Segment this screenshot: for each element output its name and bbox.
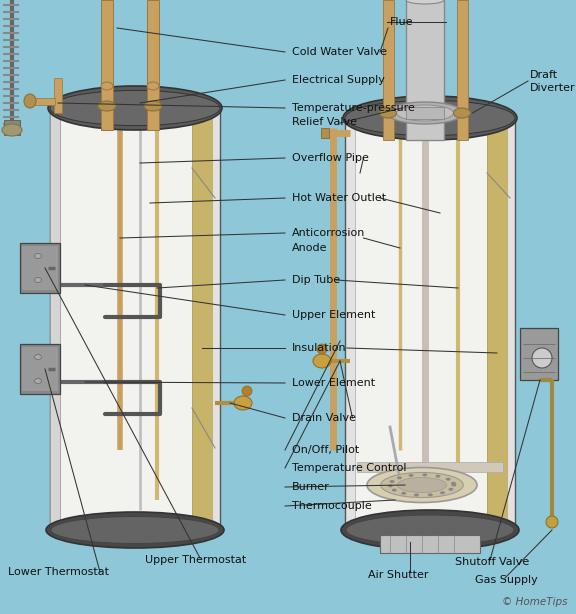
Text: Cold Water Valve: Cold Water Valve xyxy=(292,47,387,57)
Ellipse shape xyxy=(98,101,116,111)
Bar xyxy=(192,113,212,525)
Ellipse shape xyxy=(392,489,397,492)
Ellipse shape xyxy=(422,473,427,476)
Bar xyxy=(30,98,55,105)
Text: On/Off, Pilot: On/Off, Pilot xyxy=(292,445,359,455)
Text: Gas Supply: Gas Supply xyxy=(475,575,538,585)
Text: Air Shutter: Air Shutter xyxy=(368,570,429,580)
Ellipse shape xyxy=(51,516,219,543)
Bar xyxy=(357,462,503,472)
Ellipse shape xyxy=(408,474,414,477)
Bar xyxy=(520,328,558,380)
Ellipse shape xyxy=(381,473,463,497)
Ellipse shape xyxy=(388,484,393,488)
Ellipse shape xyxy=(453,108,471,118)
Ellipse shape xyxy=(414,494,419,497)
Bar xyxy=(383,0,394,140)
Ellipse shape xyxy=(35,278,41,282)
Bar xyxy=(50,108,220,530)
Text: Diverter: Diverter xyxy=(530,83,575,93)
Bar xyxy=(457,0,468,140)
Ellipse shape xyxy=(341,510,519,550)
Bar xyxy=(22,347,58,391)
Ellipse shape xyxy=(144,101,162,111)
Ellipse shape xyxy=(380,108,396,118)
Text: Upper Thermostat: Upper Thermostat xyxy=(145,555,247,565)
Ellipse shape xyxy=(35,254,41,258)
Text: Relief Valve: Relief Valve xyxy=(292,117,357,127)
Ellipse shape xyxy=(435,475,441,478)
Ellipse shape xyxy=(24,94,36,108)
Ellipse shape xyxy=(242,386,252,396)
Text: Insulation: Insulation xyxy=(292,343,347,353)
Ellipse shape xyxy=(50,90,220,126)
Ellipse shape xyxy=(406,0,444,4)
Text: Dip Tube: Dip Tube xyxy=(292,275,340,285)
Ellipse shape xyxy=(35,354,41,360)
Text: Overflow Pipe: Overflow Pipe xyxy=(292,153,369,163)
Bar xyxy=(50,113,60,525)
Ellipse shape xyxy=(343,96,517,140)
Bar xyxy=(4,120,20,135)
Text: Temperature-pressure: Temperature-pressure xyxy=(292,103,415,113)
Text: Upper Element: Upper Element xyxy=(292,310,376,320)
Text: Temperature Control: Temperature Control xyxy=(292,463,407,473)
Ellipse shape xyxy=(396,105,453,121)
Bar xyxy=(20,344,60,394)
Ellipse shape xyxy=(446,478,450,481)
Ellipse shape xyxy=(428,493,433,496)
Bar xyxy=(345,118,515,530)
Text: Anode: Anode xyxy=(292,243,328,253)
Text: Thermocouple: Thermocouple xyxy=(292,501,372,511)
Bar xyxy=(380,535,480,553)
Ellipse shape xyxy=(367,467,477,502)
Text: Shutoff Valve: Shutoff Valve xyxy=(455,557,529,567)
Ellipse shape xyxy=(448,488,453,491)
Ellipse shape xyxy=(346,515,514,545)
Bar xyxy=(20,243,60,293)
Ellipse shape xyxy=(101,82,113,90)
Text: Hot Water Outlet: Hot Water Outlet xyxy=(292,193,386,203)
Ellipse shape xyxy=(452,483,456,486)
Text: Lower Element: Lower Element xyxy=(292,378,375,388)
Bar xyxy=(321,128,329,138)
Ellipse shape xyxy=(317,344,327,354)
Ellipse shape xyxy=(345,101,515,136)
Ellipse shape xyxy=(397,478,447,492)
Bar xyxy=(487,123,507,525)
Text: © HomeTips: © HomeTips xyxy=(502,597,568,607)
Bar xyxy=(54,78,62,113)
Ellipse shape xyxy=(234,396,252,410)
Bar xyxy=(355,123,505,525)
Text: Lower Thermostat: Lower Thermostat xyxy=(8,567,109,577)
Ellipse shape xyxy=(546,516,558,528)
Ellipse shape xyxy=(313,354,331,368)
Ellipse shape xyxy=(532,348,552,368)
Bar xyxy=(406,107,444,119)
Text: Electrical Supply: Electrical Supply xyxy=(292,75,385,85)
Bar xyxy=(147,0,159,130)
Ellipse shape xyxy=(35,378,41,384)
Ellipse shape xyxy=(401,492,406,495)
Bar xyxy=(406,0,444,140)
Ellipse shape xyxy=(2,124,22,136)
Text: Drain Valve: Drain Valve xyxy=(292,413,356,423)
Bar xyxy=(22,246,58,290)
Bar xyxy=(60,113,210,525)
Ellipse shape xyxy=(48,86,222,130)
Text: Anticorrosion: Anticorrosion xyxy=(292,228,365,238)
Ellipse shape xyxy=(397,476,402,480)
Ellipse shape xyxy=(389,480,395,483)
Ellipse shape xyxy=(440,491,445,494)
Bar xyxy=(101,0,113,130)
Ellipse shape xyxy=(451,482,456,484)
Text: Draft: Draft xyxy=(530,70,558,80)
Ellipse shape xyxy=(387,102,463,124)
Text: Flue: Flue xyxy=(390,17,414,27)
Ellipse shape xyxy=(46,512,224,548)
Ellipse shape xyxy=(147,82,159,90)
Text: Burner: Burner xyxy=(292,482,329,492)
